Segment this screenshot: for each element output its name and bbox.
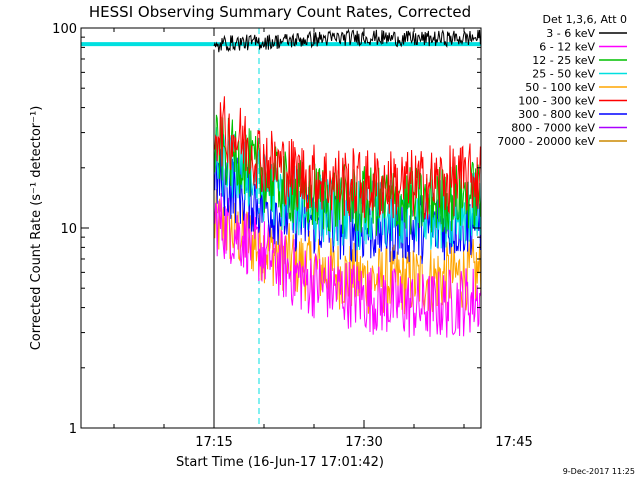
- legend-label: 300 - 800 keV: [518, 108, 595, 121]
- y-axis-label: Corrected Count Rate (s⁻¹ detector⁻¹): [29, 106, 44, 351]
- y-axis: 1 10 100: [52, 22, 481, 437]
- legend-label: 25 - 50 keV: [532, 68, 595, 81]
- chart-title: HESSI Observing Summary Count Rates, Cor…: [89, 3, 471, 21]
- legend-label: 50 - 100 keV: [525, 81, 595, 94]
- x-axis-label: Start Time (16-Jun-17 17:01:42): [176, 455, 384, 470]
- timestamp: 9-Dec-2017 11:25: [563, 467, 635, 476]
- series-line: [213, 96, 481, 220]
- legend-label: 12 - 25 keV: [532, 54, 595, 67]
- legend-label: 6 - 12 keV: [539, 41, 595, 54]
- x-tick-label: 17:30: [345, 435, 382, 450]
- legend-label: 800 - 7000 keV: [511, 122, 595, 135]
- legend-label: 7000 - 20000 keV: [497, 135, 595, 148]
- series-line: [213, 28, 481, 53]
- legend-label: 3 - 6 keV: [546, 27, 595, 40]
- y-tick-label: 10: [60, 222, 77, 237]
- legend-header: Det 1,3,6, Att 0: [543, 13, 627, 26]
- series-line: [213, 193, 481, 338]
- series-layer: [213, 28, 481, 428]
- x-tick-label: 17:15: [195, 435, 232, 450]
- y-tick-label: 100: [52, 22, 77, 37]
- y-tick-label: 1: [69, 422, 77, 437]
- x-tick-label: 17:45: [495, 435, 532, 450]
- series-line: [213, 189, 481, 315]
- legend-label: 100 - 300 keV: [518, 95, 595, 108]
